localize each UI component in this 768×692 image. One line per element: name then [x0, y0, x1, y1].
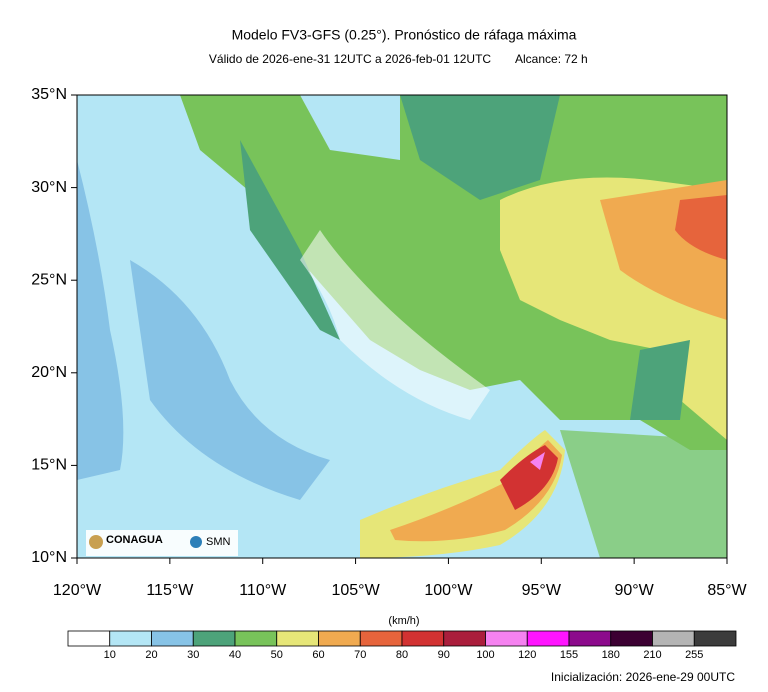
lon-label: 100°W — [424, 582, 473, 599]
colorbar-box — [443, 630, 486, 647]
lat-label: 15°N — [31, 457, 67, 474]
colorbar-box — [276, 630, 319, 647]
colorbar-label: 80 — [396, 649, 408, 661]
colorbar-label: 210 — [643, 649, 661, 661]
colorbar-label: 40 — [229, 649, 241, 661]
lat-label: 10°N — [31, 549, 67, 566]
colorbar-label: 60 — [312, 649, 324, 661]
colorbar-box — [318, 630, 361, 647]
colorbar-label: 255 — [685, 649, 703, 661]
logo-text: CONAGUA — [106, 534, 163, 546]
colorbar-box — [693, 630, 737, 647]
colorbar-box — [234, 630, 278, 647]
colorbar-label: 155 — [560, 649, 578, 661]
colorbar-label: 120 — [518, 649, 536, 661]
colorbar-label: 100 — [476, 649, 494, 661]
colorbar-label: 10 — [104, 649, 116, 661]
colorbar-label: 30 — [187, 649, 199, 661]
lat-label: 20°N — [31, 364, 67, 381]
colorbar-box — [151, 630, 194, 647]
lat-label: 35°N — [31, 86, 67, 103]
subtitle: Válido de 2026-ene-31 12UTC a 2026-feb-0… — [209, 52, 492, 66]
lon-label: 95°W — [522, 582, 562, 599]
colorbar-unit: (km/h) — [388, 615, 419, 627]
title: Modelo FV3-GFS (0.25°). Pronóstico de rá… — [232, 27, 577, 43]
logo-box: CONAGUA SMN — [86, 530, 238, 556]
range: Alcance: 72 h — [515, 52, 588, 66]
colorbar-label: 90 — [438, 649, 450, 661]
colorbar-box — [485, 630, 528, 647]
lat-label: 25°N — [31, 271, 67, 288]
logo-text: SMN — [206, 536, 231, 548]
lon-label: 85°W — [707, 582, 747, 599]
lon-label: 105°W — [331, 582, 380, 599]
lon-label: 110°W — [239, 582, 287, 599]
colorbar-label: 50 — [271, 649, 283, 661]
map-field — [76, 94, 728, 559]
colorbar-label: 20 — [145, 649, 157, 661]
colorbar-box — [610, 630, 653, 647]
colorbar-box — [359, 630, 403, 647]
lon-label: 115°W — [146, 582, 194, 599]
colorbar-box — [401, 630, 445, 647]
lon-label: 90°W — [614, 582, 654, 599]
colorbar-label: 70 — [354, 649, 366, 661]
colorbar-box — [652, 630, 695, 647]
colorbar-box — [192, 630, 236, 647]
colorbar-box — [568, 630, 612, 647]
colorbar-box — [67, 630, 111, 647]
colorbar-box — [526, 630, 570, 647]
colorbar-label: 180 — [602, 649, 620, 661]
lat-label: 30°N — [31, 179, 67, 196]
lon-label: 120°W — [53, 582, 102, 599]
colorbar-box — [109, 630, 152, 647]
init-time: Inicialización: 2026-ene-29 00UTC — [551, 670, 735, 684]
